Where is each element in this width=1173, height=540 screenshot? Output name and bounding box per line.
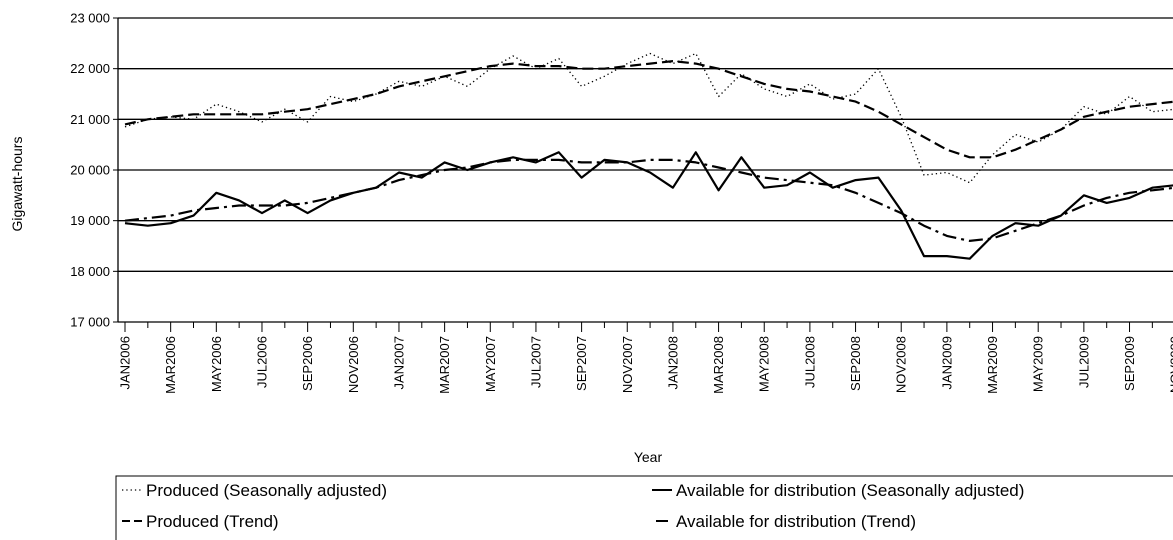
x-tick-label: JAN2007 <box>391 336 406 389</box>
x-tick-label: JUL2006 <box>254 336 269 388</box>
y-tick-labels: 17 000 18 000 19 000 20 000 21 000 22 000 23 0… <box>70 11 110 330</box>
x-tick-label: MAY2007 <box>483 336 498 392</box>
legend-label: Produced (Trend) <box>146 512 279 531</box>
axes <box>113 17 1153 332</box>
x-tick-label: SEP2007 <box>574 336 589 391</box>
x-tick-label: MAY2006 <box>209 336 224 392</box>
legend: Produced (Seasonally adjusted) Produced (… <box>122 481 1024 531</box>
x-tick-label: MAY2008 <box>757 336 772 392</box>
x-tick-label: JUL2009 <box>1076 336 1091 388</box>
series-line <box>124 158 1173 242</box>
y-tick-label: 20 000 <box>70 163 110 178</box>
x-tick-label: NOV2006 <box>346 336 361 393</box>
legend-label: Available for distribution (Seasonally a… <box>676 481 1024 500</box>
x-tick-label: SEP2008 <box>848 336 863 391</box>
series-line <box>124 151 1173 260</box>
series-line <box>124 59 1173 159</box>
x-tick-label: MAR2006 <box>163 336 178 394</box>
x-tick-label: JUL2007 <box>528 336 543 388</box>
legend-label: Available for distribution (Trend) <box>676 512 916 531</box>
y-tick-label: 23 000 <box>70 11 110 26</box>
x-tick-label: NOV2008 <box>894 336 909 393</box>
legend-box <box>115 475 1173 540</box>
x-axis-title: Year <box>634 449 663 465</box>
series-lines <box>124 52 1173 260</box>
x-tick-label: JAN2008 <box>665 336 680 389</box>
x-tick-label: SEP2009 <box>1122 336 1137 391</box>
x-tick-label: JAN2009 <box>939 336 954 389</box>
x-tick-label: SEP2006 <box>300 336 315 391</box>
y-tick-label: 19 000 <box>70 213 110 228</box>
series-line <box>124 52 1173 184</box>
x-tick-label: NOV2009 <box>1168 336 1173 393</box>
y-tick-label: 18 000 <box>70 264 110 279</box>
x-tick-label: MAR2007 <box>437 336 452 394</box>
x-tick-label: MAY2009 <box>1031 336 1046 392</box>
x-tick-labels: JAN2006 MAR2006 MAY2006 JUL2006 SEP2006 NOV20… <box>118 336 1173 394</box>
x-tick-label: MAR2008 <box>711 336 726 394</box>
x-tick-label: MAR2009 <box>985 336 1000 394</box>
y-tick-label: 22 000 <box>70 61 110 76</box>
legend-label: Produced (Seasonally adjusted) <box>146 481 387 500</box>
y-tick-label: 17 000 <box>70 315 110 330</box>
y-axis-title: Gigawatt-hours <box>9 137 25 232</box>
x-tick-label: JUL2008 <box>802 336 817 388</box>
x-tick-label: NOV2007 <box>620 336 635 393</box>
gridlines <box>118 17 1173 323</box>
x-tick-label: JAN2006 <box>118 336 133 389</box>
y-tick-label: 21 000 <box>70 112 110 127</box>
